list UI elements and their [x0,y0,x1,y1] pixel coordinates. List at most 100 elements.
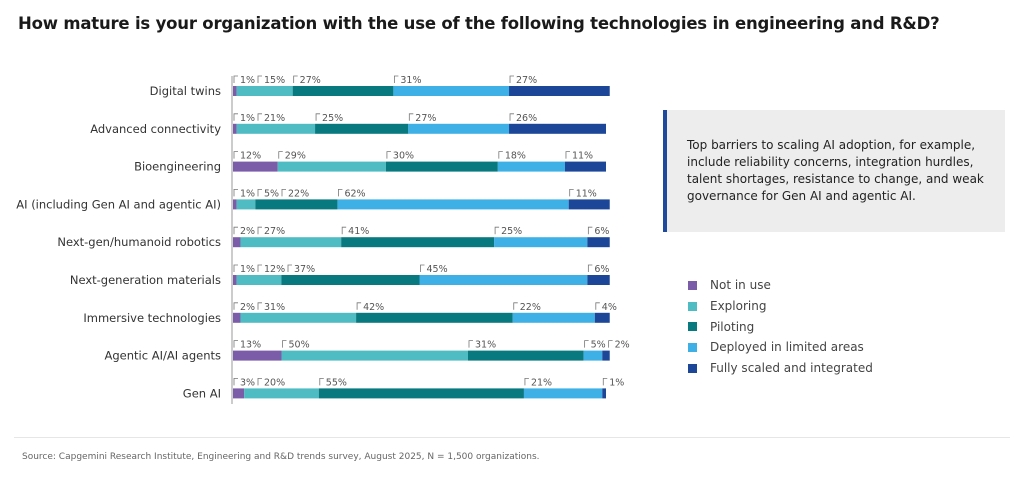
data-label: 3% [240,377,255,388]
bar-segment-exploring [236,275,282,285]
label-leader [315,113,321,121]
label-leader [513,302,518,310]
label-leader [587,264,593,272]
bar-segment-fully-scaled-and-integrated [602,388,606,399]
label-leader [341,226,347,235]
category-label: Immersive technologies [83,311,221,325]
bar-segment-deployed-in-limited-areas [512,312,595,323]
legend-label: Exploring [710,299,767,314]
source-note: Source: Capgemini Research Institute, En… [22,452,540,462]
label-leader [595,302,600,310]
label-leader [587,226,593,235]
label-leader [584,340,589,348]
label-leader [257,378,262,386]
category-label: Gen AI [183,386,221,400]
data-label: 22% [288,188,309,199]
bar-segment-piloting [255,199,338,210]
label-leader [257,226,262,235]
label-leader [293,75,298,83]
data-label: 30% [393,151,414,162]
bar-segment-fully-scaled-and-integrated [509,123,606,134]
bar-segment-fully-scaled-and-integrated [509,86,610,96]
divider [14,437,1010,438]
data-label: 41% [348,226,369,237]
label-leader [257,189,262,197]
bar-segment-fully-scaled-and-integrated [587,275,610,285]
legend-item-piloting: Piloting [688,316,873,337]
legend-swatch [688,301,697,311]
label-leader [233,189,238,197]
data-label: 18% [505,151,526,162]
data-label: 21% [264,113,285,124]
data-label: 55% [326,377,347,388]
category-label: Agentic AI/AI agents [105,349,221,363]
label-leader [319,378,324,386]
label-leader [233,378,238,386]
bar-segment-exploring [236,123,316,134]
bar-segment-exploring [240,237,342,248]
category-label: AI (including Gen AI and agentic AI) [16,197,221,211]
data-label: 25% [322,113,343,124]
data-label: 25% [501,226,522,237]
data-label: 5% [264,188,279,199]
bar-segment-not-in-use [233,86,237,96]
data-label: 50% [288,340,309,351]
bar-segment-deployed-in-limited-areas [419,275,588,285]
data-label: 27% [264,226,285,237]
data-label: 22% [520,302,541,313]
bar-segment-exploring [236,86,293,96]
category-label: Digital twins [150,84,221,98]
legend-item-fully-scaled: Fully scaled and integrated [688,358,873,379]
label-leader [257,302,262,310]
data-label: 21% [531,377,552,388]
label-leader [233,302,238,310]
bar-segment-exploring [240,312,357,323]
bar-segment-not-in-use [233,199,237,210]
label-leader [282,340,287,348]
label-leader [257,264,262,272]
data-label: 12% [240,151,261,162]
data-label: 12% [264,264,285,275]
bar-segment-not-in-use [233,161,278,172]
data-label: 2% [240,302,255,313]
label-leader [408,113,414,121]
data-label: 31% [475,340,496,351]
label-leader [233,113,238,121]
label-leader [338,189,343,197]
data-label: 26% [516,113,537,124]
data-label: 29% [285,151,306,162]
bar-segment-piloting [467,350,584,361]
bar-segment-exploring [281,350,468,361]
bar-segment-not-in-use [233,123,237,134]
category-label: Next-generation materials [70,273,221,287]
data-label: 2% [615,340,630,351]
category-label: Bioengineering [134,160,221,174]
label-leader [569,189,574,197]
label-leader [233,264,238,272]
label-leader [257,113,262,121]
data-label: 15% [264,75,285,86]
bar-segment-deployed-in-limited-areas [494,237,588,248]
data-label: 31% [400,75,421,86]
category-label: Next-gen/humanoid robotics [57,235,221,249]
label-leader [393,75,399,83]
data-label: 27% [415,113,436,124]
bar-segment-fully-scaled-and-integrated [602,350,610,361]
bar-segment-piloting [315,123,409,134]
data-label: 31% [264,302,285,313]
bar-segment-piloting [341,237,495,248]
label-leader [233,75,238,83]
category-label: Advanced connectivity [90,122,221,136]
bar-segment-piloting [292,86,394,96]
stacked-bar-chart: Digital twins 1% 15% 27% 31% 27% Advanced conn… [16,75,630,404]
callout-text: Top barriers to scaling AI adoption, for… [687,138,984,203]
legend-swatch [688,280,697,290]
label-leader [509,113,515,121]
label-leader [509,75,515,83]
label-leader [420,264,425,272]
bar-segment-piloting [356,312,513,323]
bar-segment-deployed-in-limited-areas [523,388,603,399]
bar-segment-deployed-in-limited-areas [337,199,569,210]
data-label: 6% [594,226,609,237]
data-label: 27% [300,75,321,86]
